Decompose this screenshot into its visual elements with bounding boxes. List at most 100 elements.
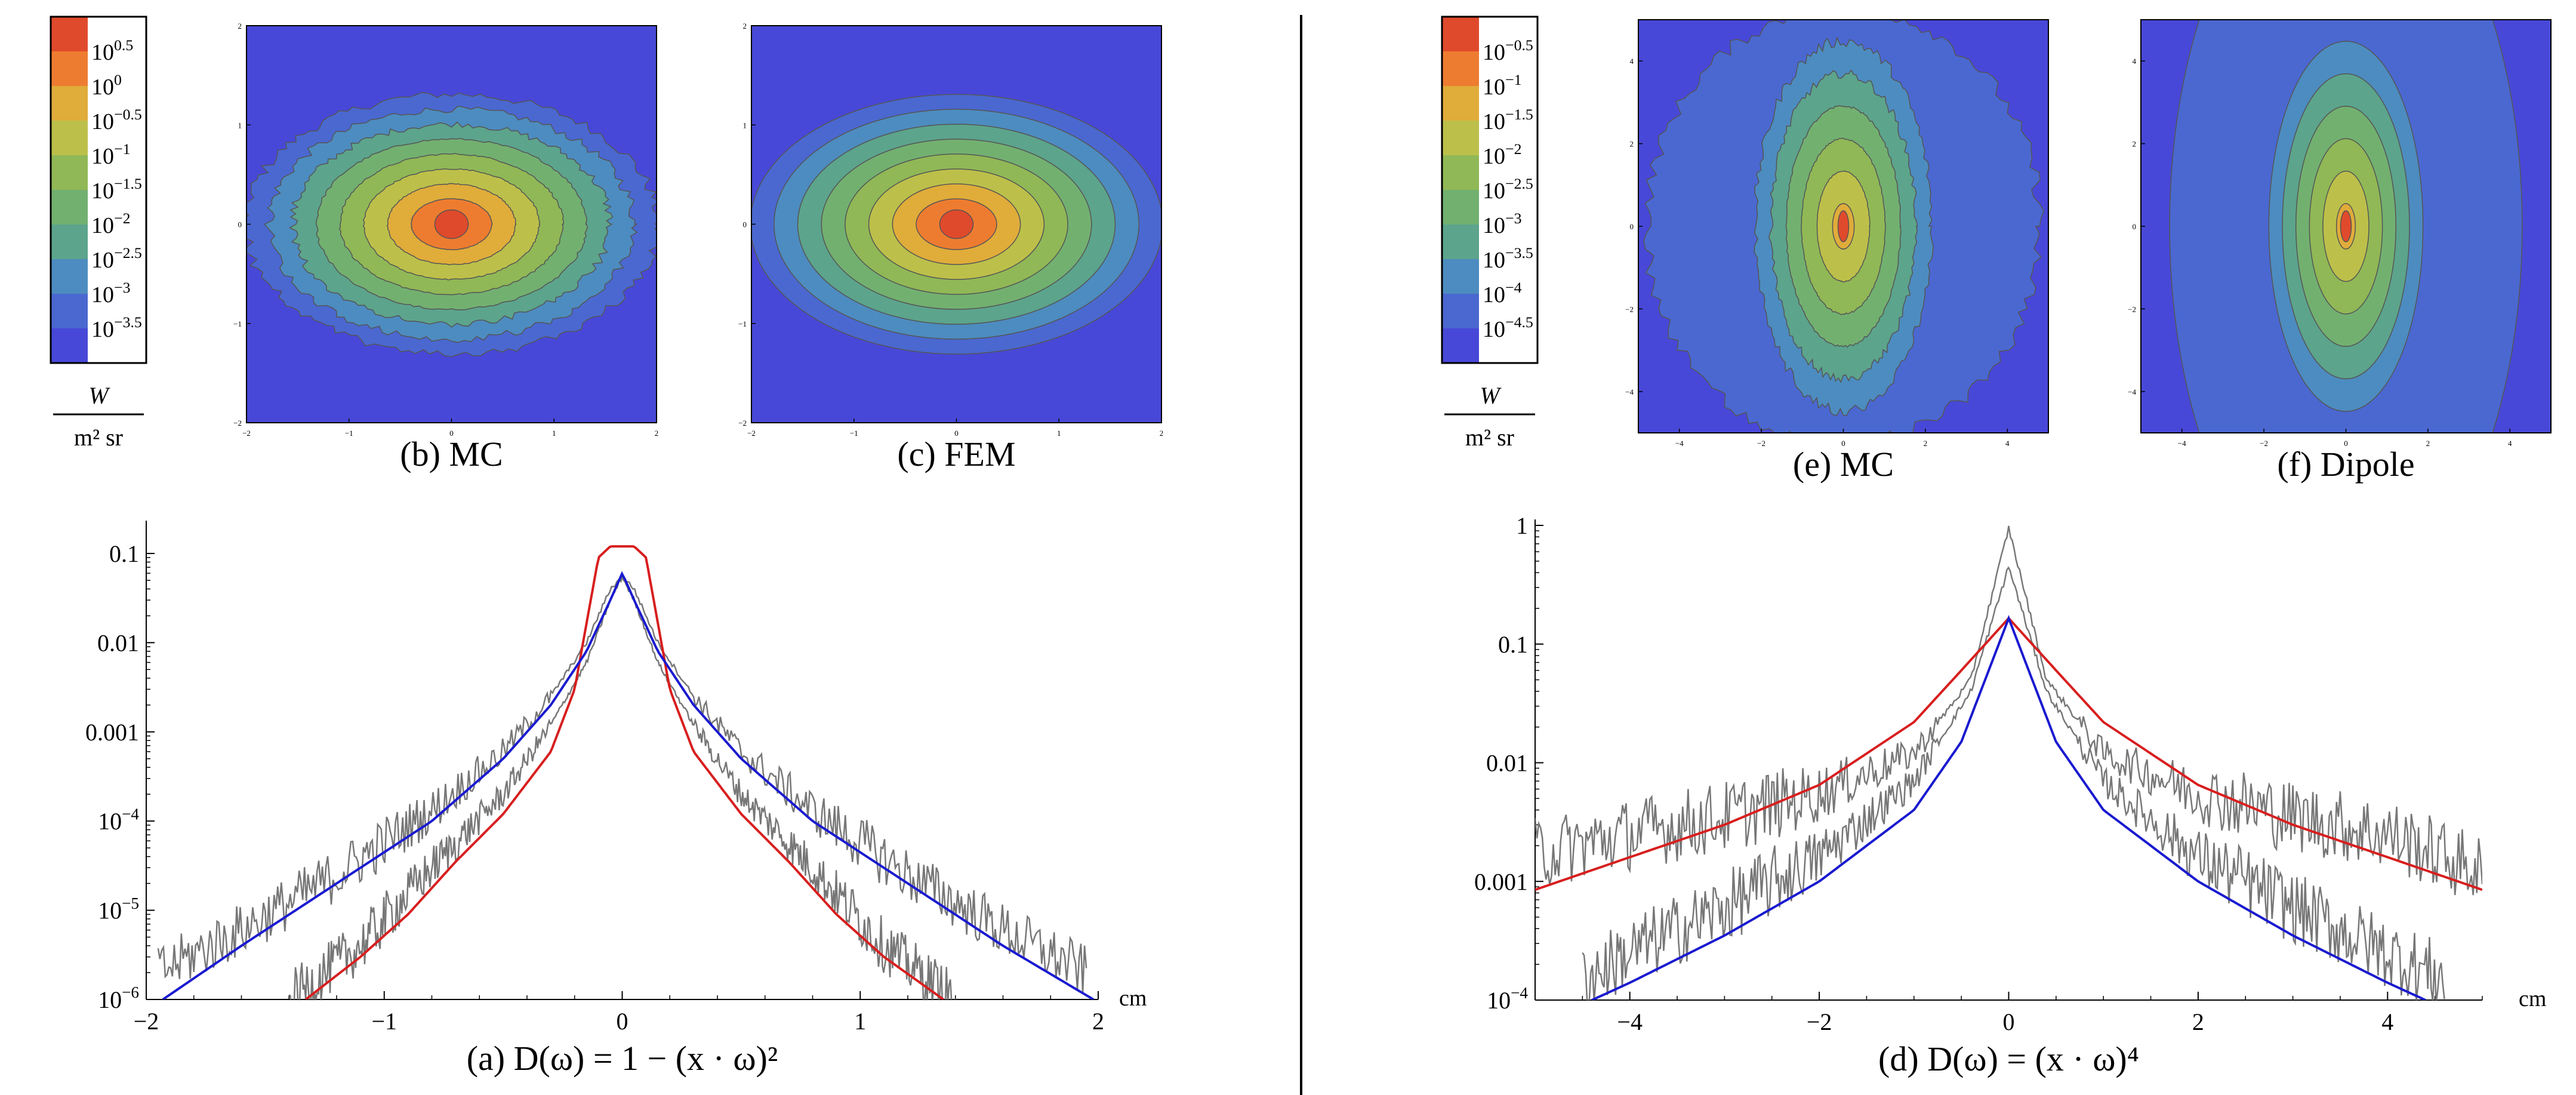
contour-y-tick-label: 4: [2133, 57, 2137, 66]
contour-x-tick-label: −1: [345, 429, 353, 438]
y-tick-label-base: 1: [1516, 512, 1528, 539]
legend-label: 10−4.5: [1483, 313, 1533, 342]
legend-label: 10−2.5: [1483, 175, 1533, 204]
legend-label: 10−3.5: [91, 313, 142, 342]
legend-label-base: 10: [91, 282, 114, 307]
legend-label: 10−4: [1483, 279, 1522, 307]
contour-x-tick-label: −1: [850, 429, 858, 438]
y-tick-label-base: 0.01: [97, 629, 139, 656]
line-plot-caption-d: (d) D(ω) = (x · ω)⁴: [1878, 1039, 2139, 1078]
legend-label-exp: −4: [1505, 279, 1522, 296]
caption-label: Dipole: [2321, 445, 2415, 484]
contour-y-tick-label: 2: [238, 21, 242, 30]
x-tick-label: 1: [854, 1008, 866, 1035]
legend-label-base: 10: [1483, 75, 1505, 100]
contour-peak: [434, 209, 469, 239]
contour-plot-f: −4 −4 −2 −2 0 0 2 2 4 4 (f) Dipole: [2128, 19, 2552, 484]
y-tick-label-base: 10: [98, 986, 122, 1013]
contour-x-tick-label: 0: [954, 429, 959, 438]
contour-y-tick-label: 2: [2133, 140, 2137, 149]
contour-y-tick-label: −1: [233, 319, 242, 328]
x-unit-label: cm: [2519, 986, 2546, 1011]
legend-unit-denominator: m² sr: [74, 424, 123, 451]
legend-label: 10−3: [1483, 210, 1521, 238]
contour-x-tick-label: 1: [1057, 429, 1061, 438]
legend-label: 10−3: [91, 279, 130, 307]
y-tick-label: 0.1: [1498, 631, 1528, 658]
y-tick-label: 0.1: [109, 540, 139, 567]
legend-label-exp: −0.5: [114, 106, 142, 123]
legend-label: 10−3.5: [1483, 244, 1533, 273]
legend-label: 10−1: [91, 140, 130, 169]
contour-x-tick-label: −2: [2260, 439, 2268, 448]
contour-x-tick-label: 2: [1160, 429, 1164, 438]
legend-label-exp: −1.5: [114, 175, 142, 192]
contour-y-tick-label: −4: [1625, 387, 1634, 396]
legend-swatch: [1442, 86, 1479, 121]
caption-prefix: (e): [1793, 445, 1831, 484]
legend-label: 10−2: [91, 210, 130, 238]
legend-unit-numerator: W: [1480, 382, 1502, 409]
y-tick-label: 10−6: [98, 983, 139, 1013]
legend-frame: [1441, 16, 1539, 364]
y-tick-label: 0.001: [1474, 868, 1528, 895]
y-tick-label: 0.01: [97, 629, 139, 656]
contour-plot-c: −2−2 −1 −1 0 0 1 1 2 2 (c) FEM: [738, 21, 1163, 473]
contour-fill-c: [751, 26, 1161, 423]
caption-prefix: (c): [897, 435, 935, 473]
legend-label-exp: 0: [114, 71, 122, 88]
x-tick-label: 2: [2192, 1008, 2204, 1035]
legend-swatch: [51, 190, 88, 225]
legend-label: 10−1.5: [91, 175, 142, 204]
contour-caption-f: (f) Dipole: [2277, 445, 2414, 484]
legend-label-base: 10: [91, 40, 114, 65]
contour-x-tick-label: −4: [1675, 439, 1684, 448]
series-group: [1535, 525, 2482, 1000]
legend-unit-numerator: W: [88, 382, 110, 409]
contour-y-tick-label: 1: [238, 121, 242, 130]
contour-y-tick-label: 0: [2133, 222, 2137, 231]
legend-label-exp: −1.5: [1505, 106, 1533, 123]
y-tick-label-exp: −6: [122, 983, 139, 1001]
y-tick-label: 0.001: [85, 719, 139, 746]
legend-label-base: 10: [91, 75, 114, 100]
legend-swatch: [51, 121, 88, 156]
x-tick-label: −2: [1807, 1008, 1832, 1035]
legend-label-base: 10: [91, 317, 114, 342]
color-legend-right: 10−0.510−110−1.510−210−2.510−310−3.510−4…: [1441, 16, 1539, 451]
legend-swatch: [1442, 121, 1479, 156]
y-tick-label-base: 0.1: [109, 540, 139, 567]
legend-label: 10−0.5: [91, 106, 142, 134]
contour-peak: [1837, 210, 1850, 242]
contour-plot-b: −2−2 −1 −1 0 0 1 1 2 2 (b) MC: [233, 21, 658, 473]
contour-x-tick-label: −2: [1757, 439, 1765, 448]
legend-swatch: [51, 259, 88, 294]
contour-y-tick-label: −1: [738, 319, 747, 328]
contour-y-tick-label: 0: [743, 220, 747, 229]
caption-label: MC: [1840, 445, 1894, 484]
series-line-3: [288, 573, 956, 999]
series-group: [157, 545, 1095, 999]
legend-swatch: [1442, 155, 1479, 190]
legend-label-exp: −2.5: [114, 244, 142, 262]
legend-label-base: 10: [91, 179, 114, 204]
legend-label-exp: −3: [114, 279, 130, 296]
y-tick-label-base: 10: [1487, 987, 1511, 1014]
legend-swatch: [51, 155, 88, 190]
series-line-2: [1535, 525, 2482, 896]
contour-y-tick-label: −2: [1625, 304, 1634, 313]
caption-label: FEM: [944, 435, 1015, 473]
legend-label-exp: −4.5: [1505, 313, 1533, 331]
contour-peak: [2340, 210, 2352, 242]
contour-fill-b: [246, 26, 657, 423]
contour-x-tick-label: 4: [2508, 439, 2512, 448]
y-tick-label-exp: −4: [122, 805, 139, 823]
x-unit-label: cm: [1119, 986, 1147, 1011]
legend-label-base: 10: [91, 248, 114, 273]
legend-label-exp: −3.5: [114, 313, 142, 331]
x-tick-label: 4: [2381, 1008, 2393, 1035]
contour-x-tick-label: 1: [552, 429, 556, 438]
